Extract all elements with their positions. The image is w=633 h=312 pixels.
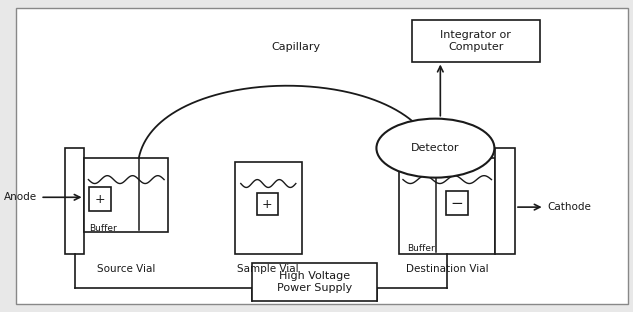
- Text: Cathode: Cathode: [548, 202, 591, 212]
- Bar: [84, 158, 168, 232]
- Bar: [496, 148, 515, 254]
- Bar: [65, 148, 84, 254]
- Text: Sample Vial: Sample Vial: [237, 264, 299, 274]
- Ellipse shape: [377, 119, 494, 178]
- Text: +: +: [95, 193, 106, 206]
- Bar: [89, 188, 111, 211]
- Text: Detector: Detector: [411, 143, 460, 153]
- Bar: [446, 191, 468, 215]
- Text: Buffer: Buffer: [407, 245, 435, 253]
- Text: −: −: [451, 196, 463, 211]
- Bar: [256, 193, 278, 215]
- Text: Capillary: Capillary: [272, 42, 320, 52]
- Bar: [235, 162, 302, 254]
- Bar: [399, 158, 496, 254]
- Text: Source Vial: Source Vial: [97, 264, 156, 274]
- Text: Destination Vial: Destination Vial: [406, 264, 489, 274]
- Text: Integrator or
Computer: Integrator or Computer: [441, 30, 511, 52]
- Bar: [412, 20, 539, 62]
- Bar: [251, 263, 377, 300]
- Text: High Voltage
Power Supply: High Voltage Power Supply: [277, 271, 352, 293]
- Text: +: +: [262, 198, 273, 211]
- Text: Anode: Anode: [4, 192, 37, 202]
- Text: Buffer: Buffer: [89, 224, 117, 233]
